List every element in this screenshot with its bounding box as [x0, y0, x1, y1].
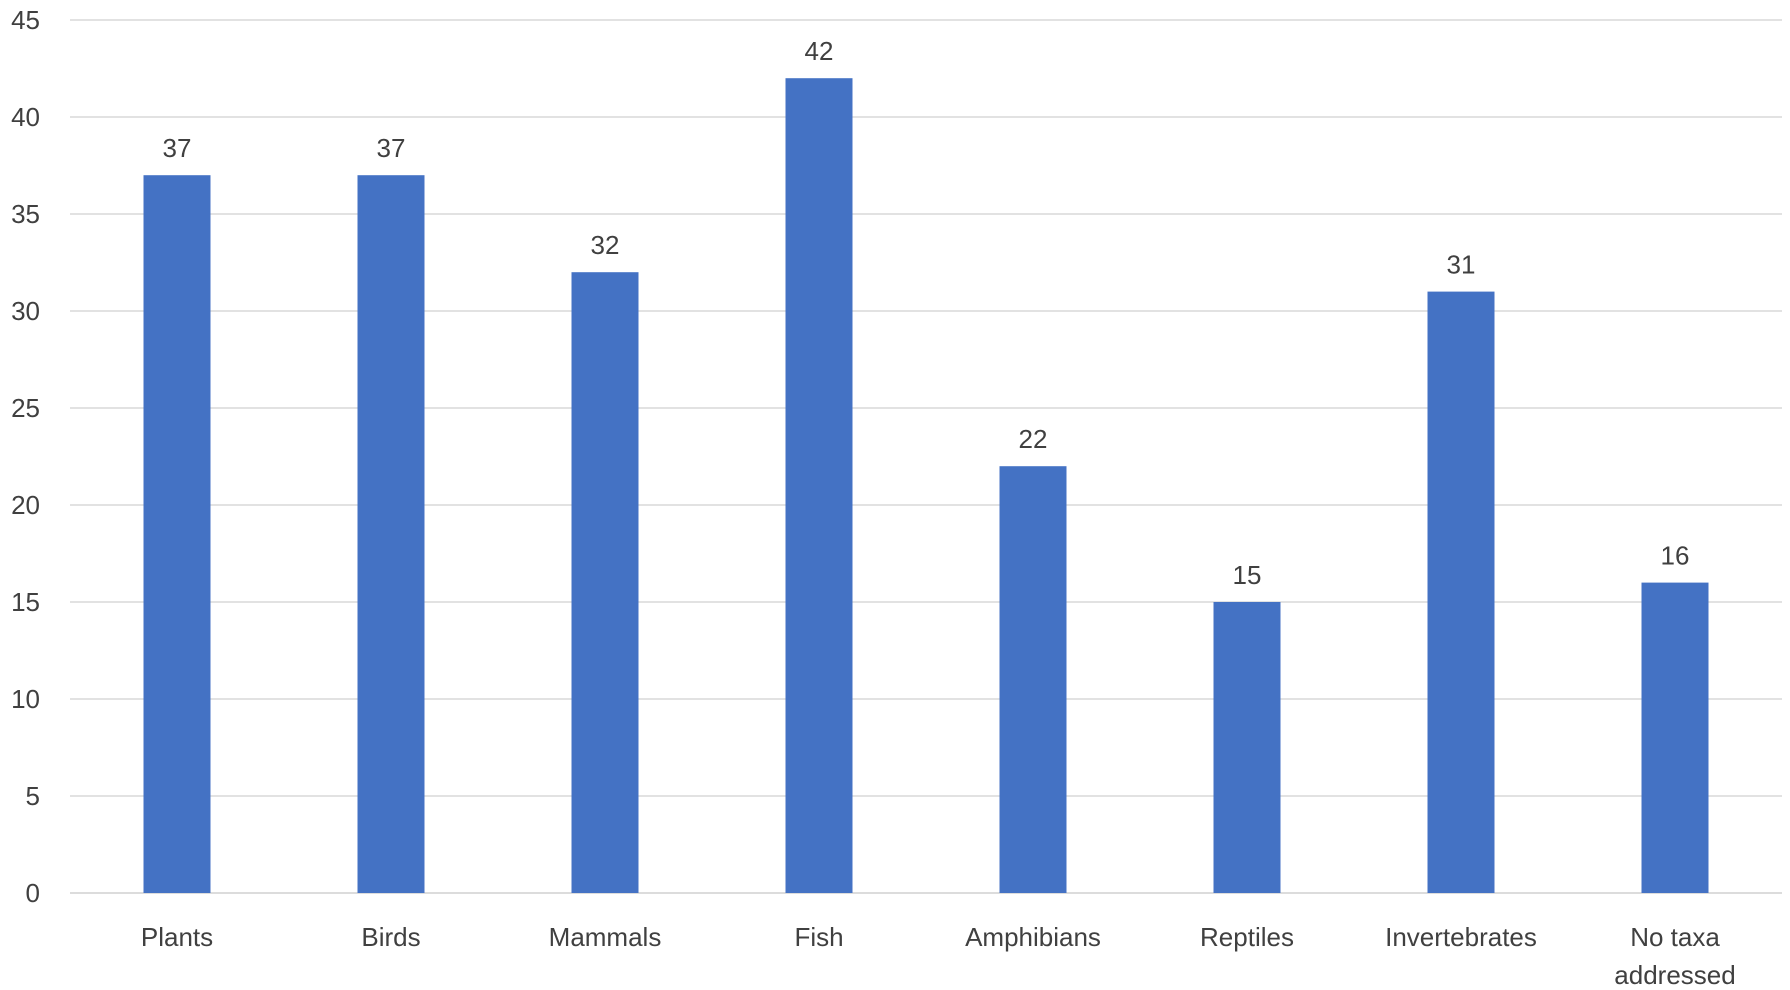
data-labels: 37 37 32 42 22 15 31 16 — [163, 36, 1690, 590]
category-label: Fish — [794, 922, 843, 952]
y-tick-label: 15 — [11, 587, 40, 617]
bars — [143, 78, 1709, 894]
bar — [1427, 291, 1495, 894]
data-label: 32 — [591, 230, 620, 260]
category-label: Birds — [361, 922, 420, 952]
category-label-line: Invertebrates — [1385, 922, 1537, 952]
y-tick-label: 20 — [11, 490, 40, 520]
category-label-line: Birds — [361, 922, 420, 952]
category-label-line: Mammals — [549, 922, 662, 952]
data-label: 15 — [1233, 560, 1262, 590]
category-label: Mammals — [549, 922, 662, 952]
category-label-line: addressed — [1614, 960, 1735, 990]
category-label-line: Amphibians — [965, 922, 1101, 952]
data-label: 16 — [1661, 541, 1690, 571]
data-label: 22 — [1019, 424, 1048, 454]
category-label: Invertebrates — [1385, 922, 1537, 952]
category-label: Plants — [141, 922, 213, 952]
bar — [571, 272, 639, 893]
data-label: 42 — [805, 36, 834, 66]
x-axis-category-labels: Plants Birds Mammals Fish Amphibians Reptiles… — [141, 922, 1736, 990]
data-label: 37 — [163, 133, 192, 163]
category-label-line: Fish — [794, 922, 843, 952]
category-label-line: Reptiles — [1200, 922, 1294, 952]
bar — [999, 466, 1067, 893]
data-label: 37 — [377, 133, 406, 163]
gridlines — [70, 19, 1782, 894]
bar — [1213, 602, 1281, 893]
y-tick-label: 10 — [11, 684, 40, 714]
y-tick-label: 40 — [11, 102, 40, 132]
category-label: No taxa addressed — [1614, 922, 1735, 990]
y-tick-label: 25 — [11, 393, 40, 423]
y-tick-label: 35 — [11, 199, 40, 229]
y-tick-label: 5 — [26, 781, 40, 811]
bar — [143, 175, 211, 893]
category-label-line: Plants — [141, 922, 213, 952]
category-label: Amphibians — [965, 922, 1101, 952]
bar — [1641, 582, 1709, 893]
y-tick-label: 30 — [11, 296, 40, 326]
category-label: Reptiles — [1200, 922, 1294, 952]
y-tick-label: 0 — [26, 878, 40, 908]
y-axis-tick-labels: 0 5 10 15 20 25 30 35 40 45 — [11, 5, 40, 908]
bar — [785, 78, 853, 893]
bar — [357, 175, 425, 893]
y-tick-label: 45 — [11, 5, 40, 35]
data-label: 31 — [1447, 250, 1476, 280]
category-label-line: No taxa — [1630, 922, 1720, 952]
